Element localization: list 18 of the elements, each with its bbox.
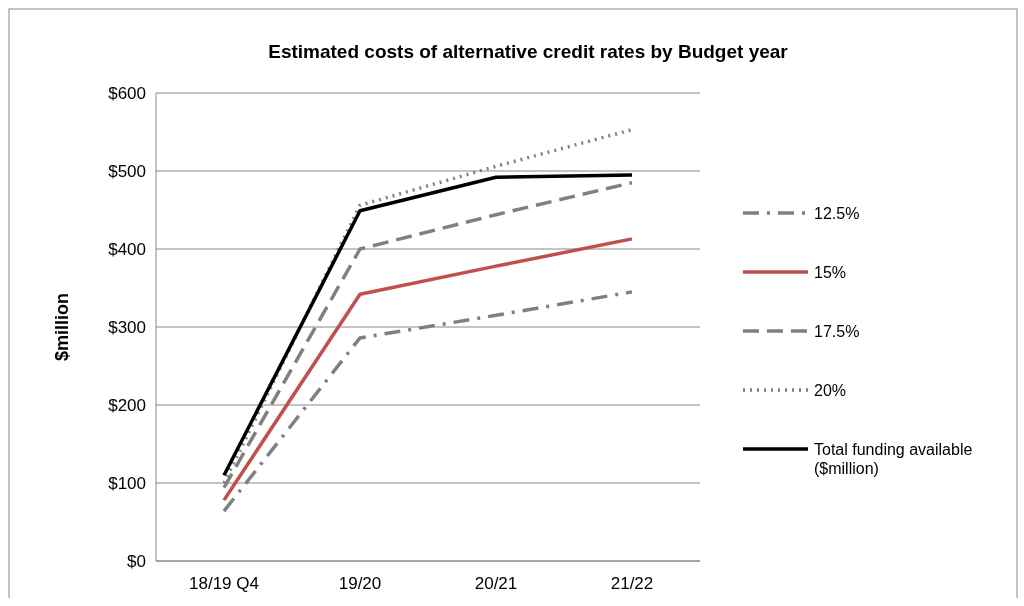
legend-label: 20% xyxy=(814,381,847,399)
y-tick-label: $300 xyxy=(108,317,146,337)
legend-label: 17.5% xyxy=(814,322,860,340)
y-tick-label: $200 xyxy=(108,395,146,415)
y-tick-label: $400 xyxy=(108,239,146,259)
x-tick-label: 19/20 xyxy=(338,574,382,593)
y-tick-label: $600 xyxy=(108,83,146,103)
x-tick-label: 18/19 Q4 xyxy=(189,574,259,593)
chart-title: Estimated costs of alternative credit rates by Budget year xyxy=(268,41,789,62)
legend-label: 15% xyxy=(814,263,847,281)
y-tick-label: $500 xyxy=(108,161,146,181)
y-tick-label: $0 xyxy=(127,551,146,571)
legend-label: Total funding available ($million) xyxy=(814,440,973,477)
x-tick-label: 20/21 xyxy=(474,574,518,593)
x-tick-label: 21/22 xyxy=(610,574,654,593)
y-axis-title: $million xyxy=(52,292,72,362)
y-tick-label: $100 xyxy=(108,473,146,493)
legend-label: 12.5% xyxy=(814,204,860,222)
